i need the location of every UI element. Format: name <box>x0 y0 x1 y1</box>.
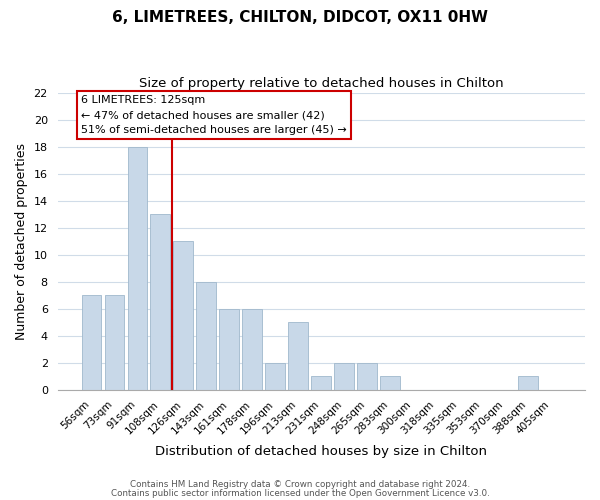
Title: Size of property relative to detached houses in Chilton: Size of property relative to detached ho… <box>139 78 503 90</box>
Bar <box>334 362 354 390</box>
Bar <box>196 282 216 390</box>
Bar <box>380 376 400 390</box>
Bar <box>151 214 170 390</box>
X-axis label: Distribution of detached houses by size in Chilton: Distribution of detached houses by size … <box>155 444 487 458</box>
Bar <box>358 362 377 390</box>
Bar <box>242 308 262 390</box>
Bar <box>265 362 285 390</box>
Text: 6 LIMETREES: 125sqm
← 47% of detached houses are smaller (42)
51% of semi-detach: 6 LIMETREES: 125sqm ← 47% of detached ho… <box>81 95 347 136</box>
Text: Contains HM Land Registry data © Crown copyright and database right 2024.: Contains HM Land Registry data © Crown c… <box>130 480 470 489</box>
Bar <box>220 308 239 390</box>
Bar <box>311 376 331 390</box>
Bar <box>289 322 308 390</box>
Bar <box>173 242 193 390</box>
Bar <box>128 147 147 390</box>
Text: Contains public sector information licensed under the Open Government Licence v3: Contains public sector information licen… <box>110 488 490 498</box>
Bar <box>518 376 538 390</box>
Bar <box>82 295 101 390</box>
Bar <box>104 295 124 390</box>
Text: 6, LIMETREES, CHILTON, DIDCOT, OX11 0HW: 6, LIMETREES, CHILTON, DIDCOT, OX11 0HW <box>112 10 488 25</box>
Y-axis label: Number of detached properties: Number of detached properties <box>15 143 28 340</box>
